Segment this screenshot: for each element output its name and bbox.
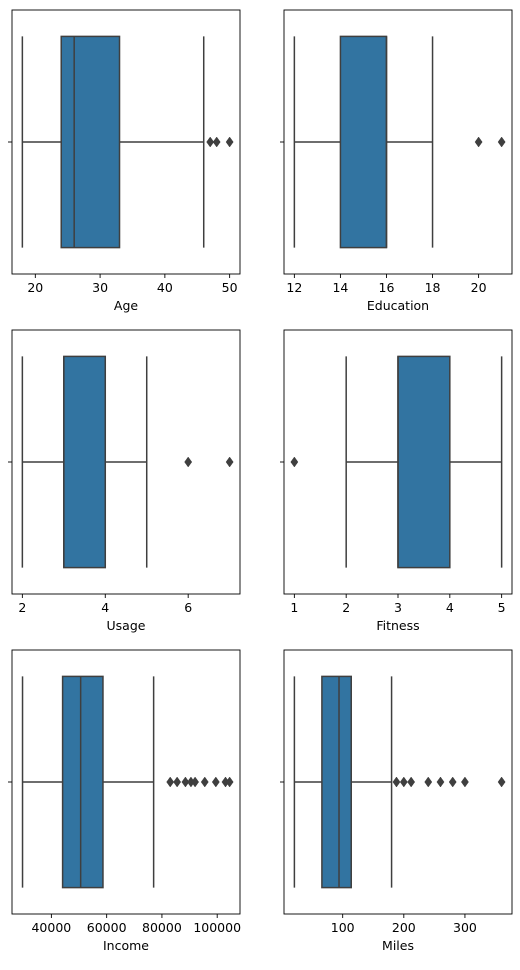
outlier-point: [461, 776, 469, 788]
x-axis-label: Income: [103, 938, 149, 953]
boxplot-panel-6: 100 200 300 Miles: [280, 649, 513, 953]
x-tick-label: 80000: [142, 920, 182, 935]
outlier-point: [448, 776, 457, 788]
outlier-point: [474, 136, 483, 148]
outlier-point: [181, 776, 190, 788]
x-tick-label: 100: [331, 920, 355, 935]
x-tick-label: 14: [332, 280, 348, 295]
x-axis-label: Usage: [107, 618, 146, 633]
x-tick-label: 40: [157, 280, 173, 295]
x-tick-label: 16: [379, 280, 395, 295]
iqr-box: [60, 35, 121, 249]
outlier-point: [399, 776, 408, 788]
outlier-point: [173, 776, 182, 788]
outlier-point: [166, 776, 175, 788]
outlier-point: [225, 136, 234, 148]
x-tick-label: 40000: [31, 920, 71, 935]
boxplot-panel-3: 2 4 6 Usage: [8, 329, 241, 633]
x-tick-label: 6: [184, 600, 192, 615]
outlier-point: [497, 776, 506, 788]
x-axis-label: Fitness: [376, 618, 419, 633]
x-tick-label: 2: [342, 600, 350, 615]
iqr-box: [63, 355, 107, 569]
iqr-box: [339, 35, 388, 249]
boxplot-panel-4: 1 2 3 4 5 Fitness: [280, 329, 513, 633]
outlier-point: [184, 456, 193, 468]
x-tick-label: 2: [18, 600, 26, 615]
x-tick-label: 1: [290, 600, 298, 615]
x-tick-label: 20: [471, 280, 487, 295]
outlier-point: [206, 136, 215, 148]
x-tick-label: 30: [92, 280, 108, 295]
boxplot-panel-2: 12 14 16 18 20 Education: [280, 9, 513, 313]
outlier-point: [200, 776, 209, 788]
outlier-point: [290, 456, 299, 468]
outlier-point: [497, 136, 506, 148]
x-tick-label: 4: [446, 600, 454, 615]
outlier-point: [191, 776, 199, 788]
x-tick-label: 20: [27, 280, 43, 295]
x-axis-label: Age: [114, 298, 138, 313]
outlier-point: [211, 776, 220, 788]
x-tick-label: 100000: [193, 920, 241, 935]
axes-frame: [283, 9, 513, 275]
axes-frame: [11, 649, 241, 915]
x-tick-label: 4: [101, 600, 109, 615]
outlier-point: [407, 776, 416, 788]
axes-frame: [283, 649, 513, 915]
outlier-point: [392, 776, 401, 788]
x-tick-label: 60000: [87, 920, 127, 935]
x-tick-label: 5: [498, 600, 506, 615]
x-axis-label: Miles: [382, 938, 414, 953]
x-tick-label: 12: [286, 280, 302, 295]
boxplot-panel-1: 20 30 40 50 Age: [8, 9, 241, 313]
x-tick-label: 3: [394, 600, 402, 615]
iqr-box: [397, 355, 451, 569]
x-tick-label: 18: [425, 280, 441, 295]
boxplot-panel-5: 40000 60000 80000 100000 Income: [8, 649, 241, 953]
x-tick-label: 200: [392, 920, 416, 935]
x-axis-label: Education: [367, 298, 429, 313]
outlier-point: [225, 776, 234, 788]
outlier-point: [436, 776, 445, 788]
axes-frame: [11, 9, 241, 275]
outlier-point: [225, 456, 234, 468]
outlier-point: [424, 776, 433, 788]
x-tick-label: 50: [222, 280, 238, 295]
x-tick-label: 300: [453, 920, 477, 935]
axes-frame: [11, 329, 241, 595]
iqr-box: [61, 675, 104, 889]
iqr-box: [321, 675, 352, 889]
outlier-point: [212, 136, 221, 148]
